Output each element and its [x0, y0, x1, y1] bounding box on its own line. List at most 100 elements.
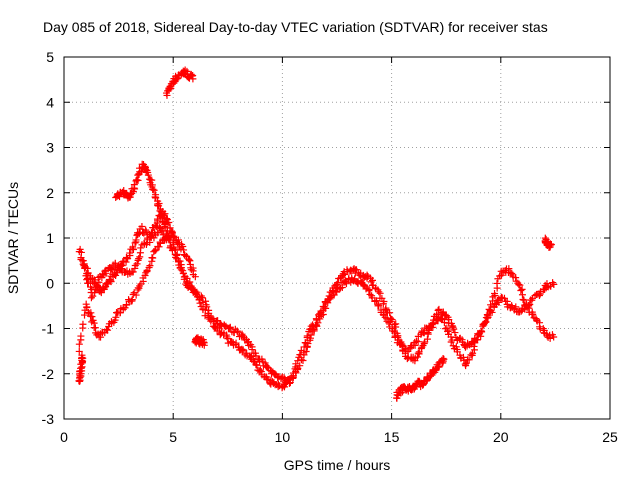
data-point: [319, 302, 327, 310]
data-point: [448, 336, 456, 344]
data-point: [233, 327, 241, 335]
data-point: [168, 246, 176, 254]
data-point: [239, 346, 247, 354]
data-series: [75, 66, 558, 402]
data-point: [512, 274, 520, 282]
data-point: [437, 315, 445, 323]
data-point: [226, 323, 234, 331]
data-point: [116, 193, 124, 201]
data-point: [296, 351, 304, 359]
data-point: [535, 291, 543, 299]
data-point: [387, 314, 395, 322]
data-point: [132, 236, 140, 244]
data-point: [147, 229, 155, 237]
data-point: [346, 267, 354, 275]
series-i: [541, 234, 555, 252]
data-point: [191, 289, 199, 297]
data-point: [388, 316, 396, 324]
data-point: [151, 247, 159, 255]
data-point: [180, 246, 188, 254]
data-point: [150, 186, 158, 194]
data-point: [325, 292, 333, 300]
data-point: [238, 347, 246, 355]
y-tick-label: 4: [46, 94, 54, 110]
data-point: [232, 339, 240, 347]
data-point: [256, 366, 264, 374]
data-point: [481, 319, 489, 327]
data-point: [465, 356, 473, 364]
data-point: [150, 234, 158, 242]
series-g: [75, 351, 87, 385]
data-point: [148, 176, 156, 184]
data-point: [75, 347, 83, 355]
data-point: [352, 266, 360, 274]
data-point: [508, 302, 516, 310]
data-point: [79, 320, 87, 328]
x-axis-label: GPS time / hours: [284, 457, 391, 473]
data-point: [123, 301, 131, 309]
data-point: [413, 353, 421, 361]
data-point: [108, 265, 116, 273]
data-point: [491, 289, 499, 297]
data-point: [168, 228, 176, 236]
data-point: [138, 223, 146, 231]
data-point: [423, 335, 431, 343]
data-point: [493, 279, 501, 287]
series-h: [191, 334, 208, 349]
data-point: [183, 274, 191, 282]
data-point: [487, 301, 495, 309]
data-point: [84, 279, 92, 287]
data-point: [189, 75, 197, 83]
data-point: [146, 262, 154, 270]
data-point: [294, 357, 302, 365]
data-point: [250, 357, 258, 365]
data-point: [79, 354, 87, 362]
data-point: [392, 323, 400, 331]
data-point: [188, 284, 196, 292]
data-point: [300, 343, 308, 351]
data-point: [286, 375, 294, 383]
data-point: [517, 307, 525, 315]
data-point: [282, 379, 290, 387]
data-point: [365, 287, 373, 295]
data-point: [187, 70, 195, 78]
data-point: [192, 291, 200, 299]
data-point: [91, 278, 99, 286]
data-point: [77, 332, 85, 340]
data-point: [448, 322, 456, 330]
data-point: [297, 346, 305, 354]
data-point: [414, 349, 422, 357]
data-point: [474, 336, 482, 344]
data-point: [469, 337, 477, 345]
data-point: [450, 325, 458, 333]
data-point: [154, 228, 162, 236]
data-point: [87, 294, 95, 302]
y-tick-label: 5: [46, 49, 54, 65]
data-point: [132, 291, 140, 299]
y-tick-label: 0: [46, 275, 54, 291]
data-point: [440, 318, 448, 326]
series-f: [393, 354, 448, 402]
data-point: [520, 296, 528, 304]
data-point: [307, 331, 315, 339]
data-point: [385, 319, 393, 327]
data-point: [128, 296, 136, 304]
data-point: [411, 341, 419, 349]
data-point: [149, 185, 157, 193]
data-point: [315, 311, 323, 319]
data-point: [550, 333, 558, 341]
data-point: [112, 313, 120, 321]
data-point: [334, 279, 342, 287]
data-point: [207, 317, 215, 325]
x-axis-ticks: 0 5 10 15 20 25: [60, 57, 618, 445]
data-point: [195, 296, 203, 304]
data-point: [482, 318, 490, 326]
chart-title: Day 085 of 2018, Sidereal Day-to-day VTE…: [43, 19, 548, 35]
y-tick-label: 2: [46, 185, 54, 201]
data-point: [303, 332, 311, 340]
data-point: [482, 314, 490, 322]
data-point: [129, 268, 137, 276]
y-axis-ticks: -3 -2 -1 0 1 2 3 4 5: [42, 49, 610, 427]
data-point: [196, 299, 204, 307]
